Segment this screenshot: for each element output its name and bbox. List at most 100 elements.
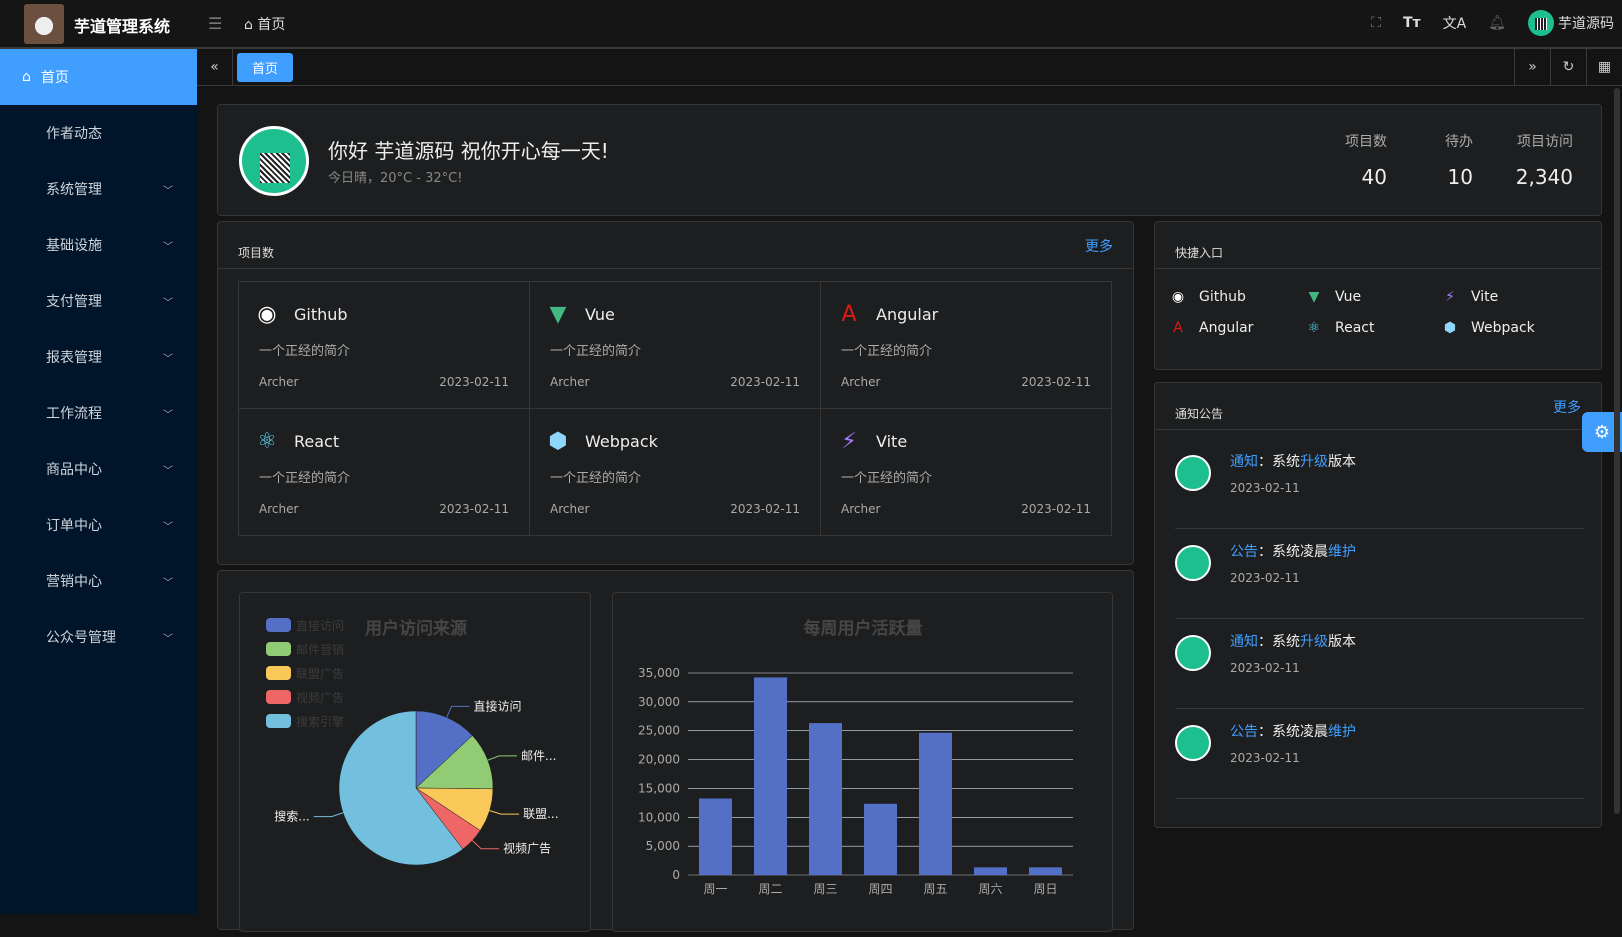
notice-pre: 系统 xyxy=(1272,454,1300,470)
notice-sep: ： xyxy=(1258,724,1272,740)
notice-pre: 系统凌晨 xyxy=(1272,724,1328,740)
notice-item[interactable]: 通知：系统升级版本 2023-02-11 xyxy=(1175,619,1584,709)
scroll-right-icon[interactable]: » xyxy=(1514,49,1550,85)
shortcut-item[interactable]: A Angular xyxy=(1169,320,1253,336)
bell-icon[interactable]: 🔔︎ xyxy=(1488,15,1506,31)
bar xyxy=(864,803,897,875)
sidebar-item[interactable]: 作者动态 xyxy=(0,105,197,161)
bar xyxy=(1029,867,1062,875)
scroll-left-icon[interactable]: « xyxy=(197,49,233,85)
vite-icon: ⚡ xyxy=(841,429,857,454)
user-menu[interactable]: 芋道源码 xyxy=(1528,10,1614,36)
sidebar-item[interactable]: 工作流程 ﹀ xyxy=(0,385,197,441)
project-card[interactable]: A Angular 一个正经的简介 Archer 2023-02-11 xyxy=(820,281,1112,409)
pie-chart-panel: 用户访问来源 直接访问 邮件营销 联盟广告 视频广告 搜索引擎 直接访问 邮件... 联盟...… xyxy=(239,592,591,932)
sidebar-item-label: 营销中心 xyxy=(46,574,102,590)
chart-title: 用户访问来源 xyxy=(365,618,467,639)
notice-item[interactable]: 通知：系统升级版本 2023-02-11 xyxy=(1175,439,1584,529)
x-tick-label: 周四 xyxy=(868,882,892,896)
legend-swatch xyxy=(266,618,291,632)
breadcrumb[interactable]: ⌂ 首页 xyxy=(244,14,285,34)
project-author: Archer xyxy=(259,375,299,389)
pie-label-line xyxy=(313,812,344,818)
bar xyxy=(699,798,732,875)
sidebar-item[interactable]: 订单中心 ﹀ xyxy=(0,497,197,553)
notice-type: 公告 xyxy=(1230,724,1258,740)
y-tick-label: 0 xyxy=(672,868,680,882)
sidebar-item[interactable]: ⌂ 首页 xyxy=(0,49,197,105)
pie-slice xyxy=(415,710,473,789)
project-date: 2023-02-11 xyxy=(730,375,800,389)
notice-item[interactable]: 公告：系统凌晨维护 2023-02-11 xyxy=(1175,529,1584,619)
font-size-icon[interactable]: Tт xyxy=(1402,15,1421,31)
grid-menu-icon[interactable]: ▦ xyxy=(1586,49,1622,85)
shortcut-label: Webpack xyxy=(1471,320,1535,336)
shortcut-item[interactable]: ◉ Github xyxy=(1169,289,1246,305)
card-title: 快捷入口 xyxy=(1175,246,1224,260)
welcome-card: 你好 芋道源码 祝你开心每一天! 今日晴，20°C - 32°C! 项目数 40 … xyxy=(217,104,1602,216)
avatar xyxy=(1175,635,1211,671)
legend-swatch xyxy=(266,666,291,680)
tab-home[interactable]: 首页 xyxy=(237,53,293,82)
project-card[interactable]: ◉ Github 一个正经的简介 Archer 2023-02-11 xyxy=(238,281,530,409)
sidebar-item[interactable]: 系统管理 ﹀ xyxy=(0,161,197,217)
pie-slice-label: 邮件... xyxy=(521,749,556,763)
translate-icon[interactable]: 文A xyxy=(1442,16,1467,32)
sidebar-item[interactable]: 商品中心 ﹀ xyxy=(0,441,197,497)
sidebar-item-label: 商品中心 xyxy=(46,462,102,478)
avatar xyxy=(1175,545,1211,581)
project-card[interactable]: ⚡ Vite 一个正经的简介 Archer 2023-02-11 xyxy=(820,408,1112,536)
x-tick-label: 周六 xyxy=(978,882,1002,896)
stat-label: 项目访问 xyxy=(1517,134,1573,150)
sidebar-item[interactable]: 基础设施 ﹀ xyxy=(0,217,197,273)
sidebar-item[interactable]: 营销中心 ﹀ xyxy=(0,553,197,609)
vite-icon: ⚡ xyxy=(1445,289,1455,305)
shortcut-item[interactable]: ⚛ React xyxy=(1305,320,1375,336)
project-card[interactable]: ⚛ React 一个正经的简介 Archer 2023-02-11 xyxy=(238,408,530,536)
y-tick-label: 15,000 xyxy=(638,781,680,795)
more-link[interactable]: 更多 xyxy=(1553,400,1581,416)
webpack-icon: ⬢ xyxy=(1443,320,1457,336)
shortcut-item[interactable]: ▼ Vue xyxy=(1305,289,1362,305)
refresh-icon[interactable]: ↻ xyxy=(1550,49,1586,85)
notice-date: 2023-02-11 xyxy=(1230,571,1300,585)
notice-item[interactable]: 公告：系统凌晨维护 2023-02-11 xyxy=(1175,709,1584,799)
chevron-down-icon: ﹀ xyxy=(163,577,173,589)
y-tick-label: 30,000 xyxy=(638,695,680,709)
angular-icon: A xyxy=(841,302,857,327)
legend-label: 视频广告 xyxy=(296,690,344,705)
y-tick-label: 35,000 xyxy=(638,666,680,680)
notice-date: 2023-02-11 xyxy=(1230,751,1300,765)
project-card[interactable]: ⬢ Webpack 一个正经的简介 Archer 2023-02-11 xyxy=(529,408,821,536)
project-card[interactable]: ▼ Vue 一个正经的简介 Archer 2023-02-11 xyxy=(529,281,821,409)
project-name: Angular xyxy=(876,305,939,324)
notice-highlight: 升级 xyxy=(1300,454,1328,470)
project-author: Archer xyxy=(550,375,590,389)
github-icon: ◉ xyxy=(1171,289,1185,305)
shortcut-label: React xyxy=(1335,320,1375,336)
x-tick-label: 周一 xyxy=(703,882,727,896)
scrollbar[interactable] xyxy=(1614,88,1620,814)
sidebar-item-label: 系统管理 xyxy=(46,182,102,198)
pie-slice-label: 联盟... xyxy=(523,807,558,821)
shortcut-item[interactable]: ⬢ Webpack xyxy=(1441,320,1535,336)
project-name: React xyxy=(294,432,340,451)
more-link[interactable]: 更多 xyxy=(1085,239,1113,255)
avatar xyxy=(1175,725,1211,761)
sidebar-item[interactable]: 支付管理 ﹀ xyxy=(0,273,197,329)
shortcut-item[interactable]: ⚡ Vite xyxy=(1441,289,1498,305)
chevron-down-icon: ﹀ xyxy=(163,633,173,645)
webpack-icon: ⬢ xyxy=(548,429,568,454)
pie-label-line xyxy=(446,705,470,718)
notice-text: 公告：系统凌晨维护 xyxy=(1230,721,1356,741)
sidebar-item[interactable]: 公众号管理 ﹀ xyxy=(0,609,197,665)
bar-chart-panel: 每周用户活跃量 0 5,000 10,000 15,000 20,000 25,000 30,… xyxy=(612,592,1113,932)
project-author: Archer xyxy=(259,502,299,516)
pie-label-line xyxy=(489,810,520,815)
notice-sep: ： xyxy=(1258,454,1272,470)
menu-collapse-icon[interactable]: ☰ xyxy=(208,14,223,33)
stat-value: 10 xyxy=(1447,165,1473,189)
shortcut-label: Vue xyxy=(1335,289,1362,305)
fullscreen-icon[interactable]: ⛶ xyxy=(1371,15,1381,31)
sidebar-item[interactable]: 报表管理 ﹀ xyxy=(0,329,197,385)
